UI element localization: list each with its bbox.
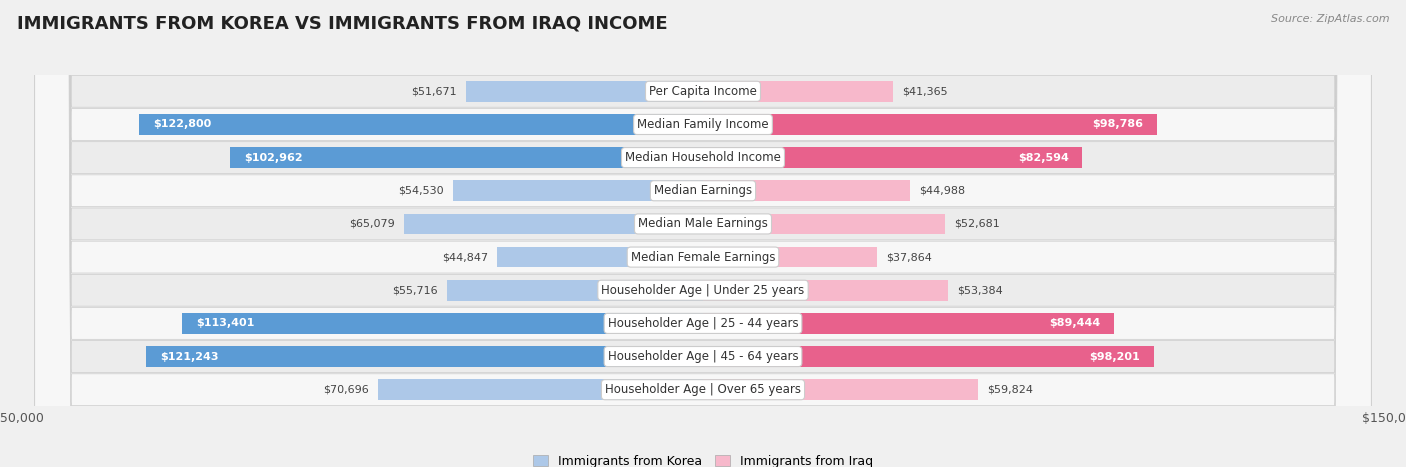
Bar (703, 114, 1157, 135)
Bar (703, 147, 1083, 168)
Text: $54,530: $54,530 (398, 186, 443, 196)
Bar (231, 147, 703, 168)
Text: $44,988: $44,988 (918, 186, 965, 196)
Bar (139, 114, 703, 135)
Text: $65,079: $65,079 (349, 219, 395, 229)
Text: $121,243: $121,243 (160, 352, 218, 361)
FancyBboxPatch shape (35, 0, 1371, 467)
Text: $52,681: $52,681 (955, 219, 1000, 229)
Text: $41,365: $41,365 (903, 86, 948, 96)
Text: $44,847: $44,847 (441, 252, 488, 262)
Bar (703, 379, 977, 400)
Bar (703, 313, 1114, 334)
Legend: Immigrants from Korea, Immigrants from Iraq: Immigrants from Korea, Immigrants from I… (529, 450, 877, 467)
Text: Source: ZipAtlas.com: Source: ZipAtlas.com (1271, 14, 1389, 24)
Text: Householder Age | 25 - 44 years: Householder Age | 25 - 44 years (607, 317, 799, 330)
Text: $53,384: $53,384 (957, 285, 1002, 295)
Text: $59,824: $59,824 (987, 385, 1033, 395)
Bar (496, 247, 703, 268)
FancyBboxPatch shape (35, 0, 1371, 467)
Text: $70,696: $70,696 (323, 385, 370, 395)
Bar (703, 346, 1154, 367)
Bar (453, 180, 703, 201)
Text: $37,864: $37,864 (886, 252, 932, 262)
Text: Median Male Earnings: Median Male Earnings (638, 218, 768, 230)
Bar (703, 180, 910, 201)
FancyBboxPatch shape (35, 0, 1371, 467)
FancyBboxPatch shape (35, 0, 1371, 467)
Text: Per Capita Income: Per Capita Income (650, 85, 756, 98)
Bar (465, 81, 703, 102)
Text: $98,786: $98,786 (1092, 120, 1143, 129)
Bar (703, 81, 893, 102)
FancyBboxPatch shape (35, 0, 1371, 467)
Bar (183, 313, 703, 334)
Text: IMMIGRANTS FROM KOREA VS IMMIGRANTS FROM IRAQ INCOME: IMMIGRANTS FROM KOREA VS IMMIGRANTS FROM… (17, 14, 668, 32)
FancyBboxPatch shape (35, 0, 1371, 467)
Bar (378, 379, 703, 400)
FancyBboxPatch shape (35, 0, 1371, 467)
Text: $82,594: $82,594 (1018, 153, 1069, 163)
Bar (703, 247, 877, 268)
Text: $122,800: $122,800 (153, 120, 211, 129)
Text: $102,962: $102,962 (243, 153, 302, 163)
Text: Median Earnings: Median Earnings (654, 184, 752, 197)
Bar (146, 346, 703, 367)
Text: $51,671: $51,671 (411, 86, 457, 96)
Bar (703, 280, 948, 301)
Text: $55,716: $55,716 (392, 285, 437, 295)
Text: Median Female Earnings: Median Female Earnings (631, 251, 775, 263)
Text: Householder Age | 45 - 64 years: Householder Age | 45 - 64 years (607, 350, 799, 363)
Text: Median Household Income: Median Household Income (626, 151, 780, 164)
Text: Householder Age | Over 65 years: Householder Age | Over 65 years (605, 383, 801, 396)
Text: $98,201: $98,201 (1090, 352, 1140, 361)
FancyBboxPatch shape (35, 0, 1371, 467)
Text: Median Family Income: Median Family Income (637, 118, 769, 131)
FancyBboxPatch shape (35, 0, 1371, 467)
Text: Householder Age | Under 25 years: Householder Age | Under 25 years (602, 284, 804, 297)
Bar (447, 280, 703, 301)
Bar (703, 213, 945, 234)
Text: $113,401: $113,401 (195, 318, 254, 328)
Bar (404, 213, 703, 234)
Text: $89,444: $89,444 (1049, 318, 1099, 328)
FancyBboxPatch shape (35, 0, 1371, 467)
